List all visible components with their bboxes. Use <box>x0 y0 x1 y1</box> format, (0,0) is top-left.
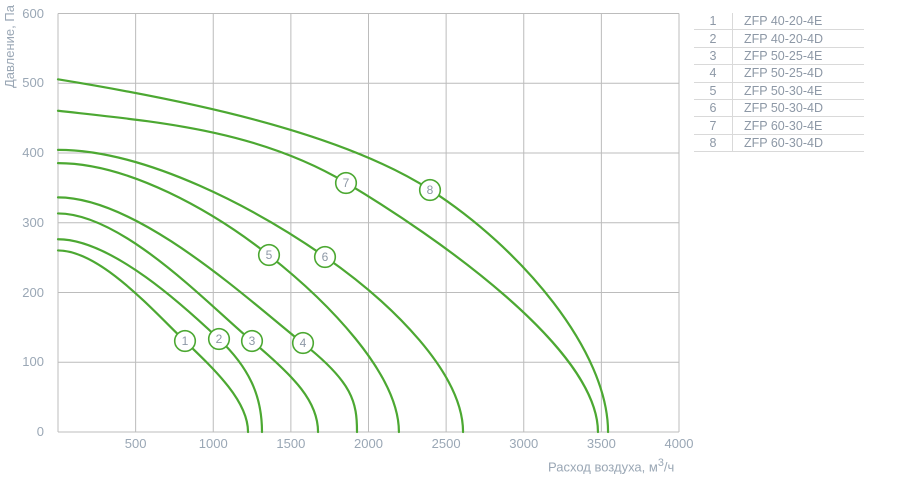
svg-text:3: 3 <box>249 334 256 348</box>
svg-text:8: 8 <box>427 183 434 197</box>
svg-text:6: 6 <box>322 250 329 264</box>
svg-text:1: 1 <box>182 334 189 348</box>
svg-text:5: 5 <box>266 248 273 262</box>
svg-text:4: 4 <box>300 336 307 350</box>
svg-text:7: 7 <box>343 176 350 190</box>
svg-text:2: 2 <box>216 332 223 346</box>
